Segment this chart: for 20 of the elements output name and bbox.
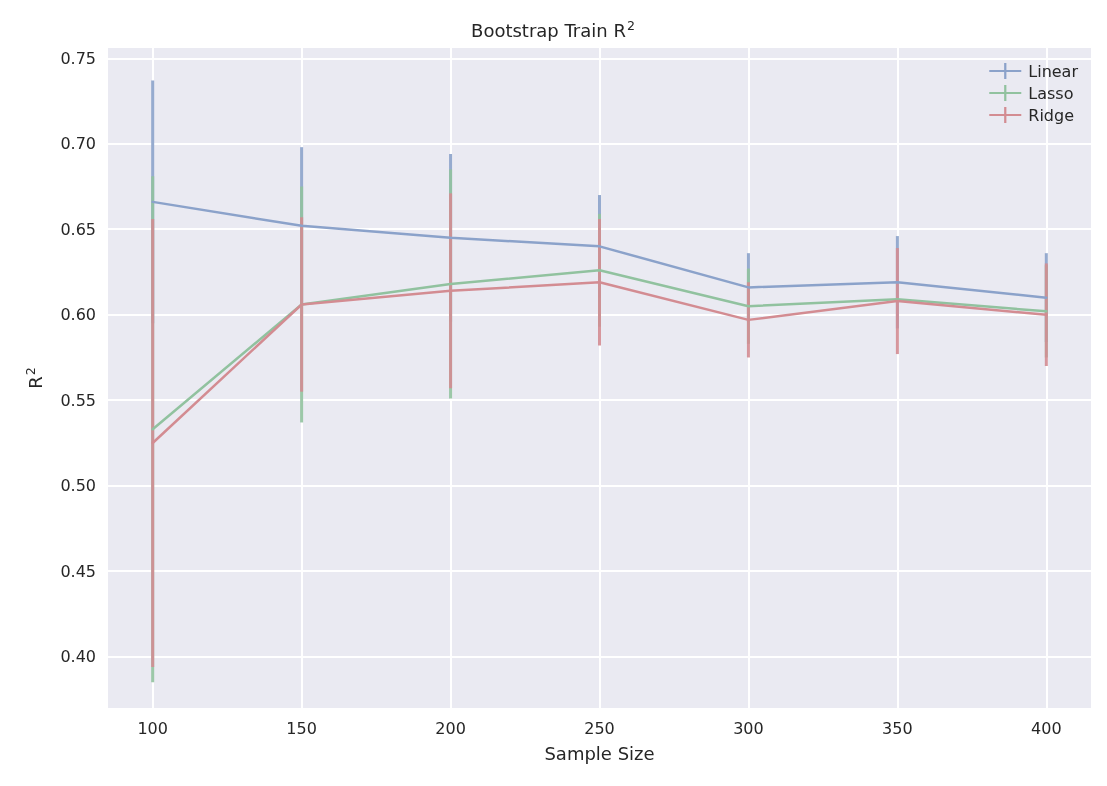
- x-tick-label: 400: [1031, 718, 1062, 738]
- y-tick-label: 0.40: [60, 647, 96, 667]
- x-tick-label: 100: [137, 718, 168, 738]
- legend-label: Lasso: [1028, 83, 1074, 103]
- y-tick-label: 0.75: [60, 48, 96, 68]
- y-tick-label: 0.70: [60, 134, 96, 154]
- legend-label: Ridge: [1028, 105, 1074, 125]
- y-tick-label: 0.50: [60, 476, 96, 496]
- x-tick-label: 250: [584, 718, 615, 738]
- y-axis-title: R2: [23, 367, 46, 389]
- y-tick-label: 0.45: [60, 561, 96, 581]
- x-tick-label: 200: [435, 718, 466, 738]
- x-axis-title: Sample Size: [544, 742, 655, 764]
- y-tick-label: 0.65: [60, 219, 96, 239]
- x-tick-label: 350: [882, 718, 913, 738]
- x-tick-label: 150: [286, 718, 317, 738]
- legend-label: Linear: [1028, 61, 1079, 81]
- y-tick-label: 0.60: [60, 305, 96, 325]
- y-tick-label: 0.55: [60, 390, 96, 410]
- x-tick-label: 300: [733, 718, 764, 738]
